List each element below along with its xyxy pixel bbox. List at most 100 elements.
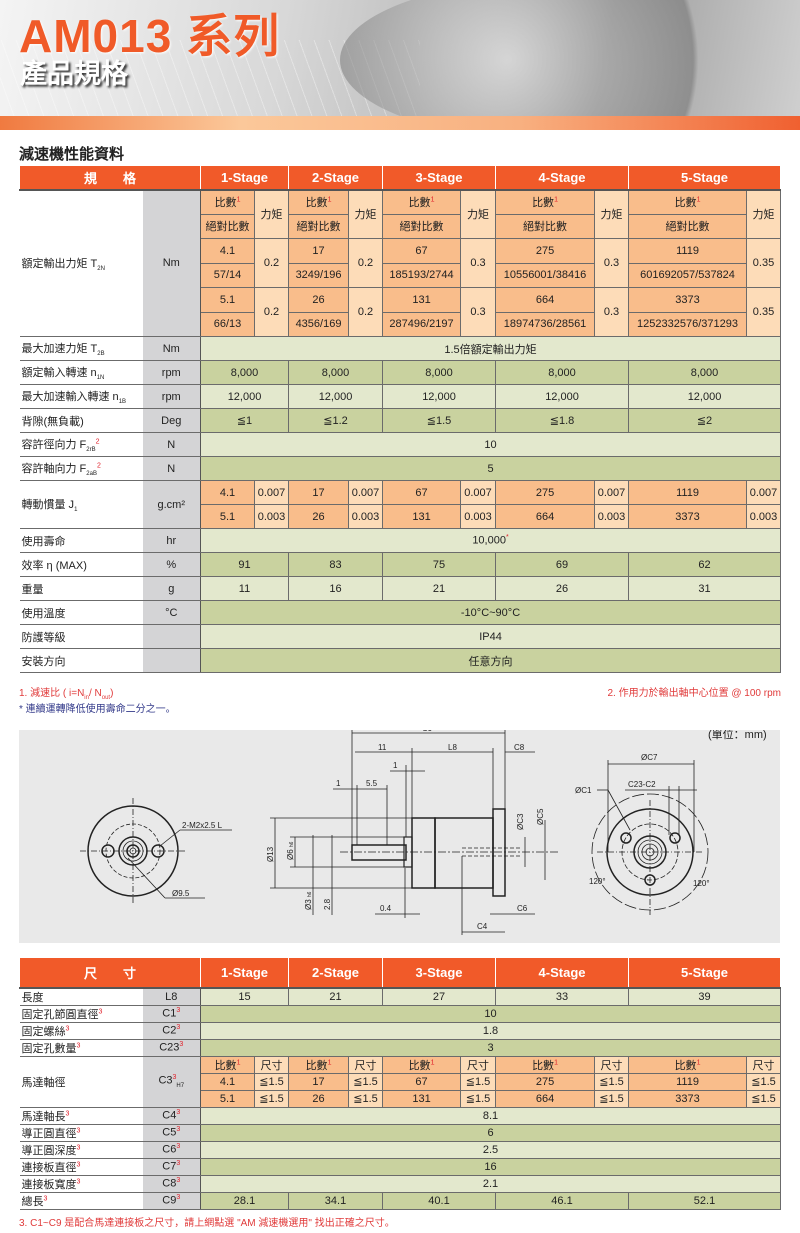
table-row: 容許軸向力 F2aB2 N 5	[19, 456, 782, 481]
front-view-left	[80, 798, 232, 904]
side-view	[270, 730, 560, 935]
label-subscript: 1B	[118, 399, 127, 406]
footnote-marker: 1	[327, 1058, 332, 1066]
header-banner: AM013 系列 產品規格	[0, 0, 800, 116]
span-value-cell: 16	[200, 1157, 782, 1176]
size-header: 尺寸	[594, 1055, 630, 1074]
span-value: IP44	[479, 630, 502, 643]
rated-torque-row: 57/14 3249/196 185193/2744 10556001/38416 60…	[20, 262, 781, 288]
footnote-marker: 3	[76, 1126, 81, 1134]
ratio-cell: 3373	[628, 287, 748, 313]
span-value-cell: 1.5倍額定輸出力矩	[200, 336, 782, 361]
span-value: 3	[487, 1041, 494, 1054]
code-text: C5	[162, 1126, 177, 1139]
rated-torque-row: 額定輸出力矩 T2N Nm 比數1 力矩 比數1 力矩 比數1 力矩 比數1 力矩 比數1 力矩	[19, 189, 782, 337]
ratio-cell: 3373	[628, 504, 748, 529]
ratio-header-text: 比數	[408, 197, 431, 209]
c8-label: C8	[514, 743, 525, 752]
span-value-cell: -10°C~90°C	[200, 600, 782, 625]
row-label: 背隙(無負載)	[19, 408, 143, 433]
unit-cell: rpm	[142, 384, 202, 409]
code-text: C8	[162, 1177, 177, 1190]
footnote-marker: 3	[76, 1160, 81, 1168]
ratio-header-text: 比數	[674, 1059, 697, 1072]
row-label-text: 轉動慣量 J	[21, 498, 75, 511]
stage-header: 1-Stage	[200, 957, 290, 989]
stage-header: 3-Stage	[382, 957, 497, 989]
span-value-cell: 6	[200, 1123, 782, 1142]
table-row: 導正圓直徑3 C53 6	[19, 1123, 782, 1142]
row-label-text: 容許徑向力 F	[21, 438, 87, 451]
inertia-value-cell: 0.003	[348, 504, 384, 529]
row-label: 馬達軸長3	[19, 1106, 143, 1125]
row-label-text: 安裝方向	[21, 655, 66, 668]
stage-header: 3-Stage	[382, 165, 497, 191]
code-cell: C233	[142, 1038, 202, 1057]
size-header: 尺寸	[460, 1055, 497, 1074]
row-label-text: 固定孔節圓直徑	[21, 1008, 99, 1021]
ratio-cell: 5.1	[200, 1089, 256, 1108]
code-text: C6	[162, 1143, 177, 1156]
ratio-header-text: 比數	[408, 1059, 431, 1072]
row-label: 馬達軸徑	[19, 1055, 143, 1108]
dia-6-label: Ø6 h6	[286, 841, 295, 860]
row-label: 總長3	[19, 1191, 143, 1210]
stage-value-cell: 8,000	[200, 360, 290, 385]
ratio-header: 比數1	[382, 189, 462, 215]
unit-cell: rpm	[142, 360, 202, 385]
footnote-marker: 2	[95, 438, 100, 446]
span-value-cell: 10	[200, 1004, 782, 1023]
note-force-position: 2. 作用力於輸出軸中心位置 @ 100 rpm	[607, 688, 781, 699]
code-text: C9	[162, 1194, 177, 1207]
row-label: 導正圓深度3	[19, 1140, 143, 1159]
table-row: 總長3 C93 28.1 34.1 40.1 46.1 52.1	[19, 1191, 782, 1210]
ratio-cell: 664	[495, 504, 596, 529]
ratio-header: 比數1	[200, 189, 256, 215]
size-cell: ≦1.5	[460, 1072, 497, 1091]
row-label: 額定輸入轉速 n1N	[19, 360, 143, 385]
torque-cell: 0.3	[460, 287, 497, 337]
code-text: C7	[162, 1160, 177, 1173]
ratio-cell: 17	[288, 238, 350, 264]
inertia-value-cell: 0.003	[254, 504, 290, 529]
ratio-cell: 67	[382, 480, 462, 505]
stage-value-cell: 8,000	[382, 360, 497, 385]
row-label-text: 重量	[21, 583, 44, 596]
span-value-cell: IP44	[200, 624, 782, 649]
stage-value-cell: 12,000	[628, 384, 782, 409]
footnote-marker: 1	[430, 196, 435, 204]
torque-cell: 0.2	[254, 287, 290, 337]
label-subscript: 2aB	[86, 471, 97, 478]
ratio-cell: 1119	[628, 238, 748, 264]
stage-value-cell: 46.1	[495, 1191, 630, 1210]
front-right-labels: ØC7 C23-C2 ØC1 120° 120° (單位：mm)	[575, 730, 767, 888]
stage-value-cell: 8,000	[628, 360, 782, 385]
ratio-cell: 275	[495, 480, 596, 505]
ratio-cell: 17	[288, 1072, 350, 1091]
ratio-cell: 1119	[628, 1072, 748, 1091]
row-label: 安裝方向	[19, 648, 143, 673]
c3-label: ØC3	[516, 813, 525, 830]
footnote-marker: 3	[176, 1177, 181, 1185]
label-subscript: 2N	[97, 265, 105, 272]
row-label: 連接板寬度3	[19, 1174, 143, 1193]
inertia-value-cell: 0.003	[594, 504, 630, 529]
ratio-header: 比數1	[288, 1055, 350, 1074]
row-label-text: 防護等級	[21, 631, 66, 644]
row-label: 最大加速輸入轉速 n1B	[19, 384, 143, 409]
ratio-header-text: 比數	[532, 197, 555, 209]
note-continuous-operation: * 連續運轉降低使用壽命二分之一。	[19, 704, 176, 715]
unit-cell: N	[142, 432, 202, 457]
row-label: 額定輸出力矩 T2N	[19, 189, 143, 337]
unit-cell: Deg	[142, 408, 202, 433]
row-label: 使用壽命	[19, 528, 143, 553]
label-subscript: 2rB	[86, 447, 96, 454]
footnote-marker: 3	[176, 1194, 181, 1202]
row-label-text: 長度	[21, 991, 44, 1004]
size-cell: ≦1.5	[594, 1072, 630, 1091]
abs-ratio-cell: 1252332576/371293	[628, 311, 748, 337]
row-label-text: 總長	[21, 1195, 44, 1208]
stage-value-cell: 11	[200, 576, 290, 601]
table-row: 容許徑向力 F2rB2 N 10	[19, 432, 782, 457]
ratio-header-text: 比數	[305, 197, 328, 209]
